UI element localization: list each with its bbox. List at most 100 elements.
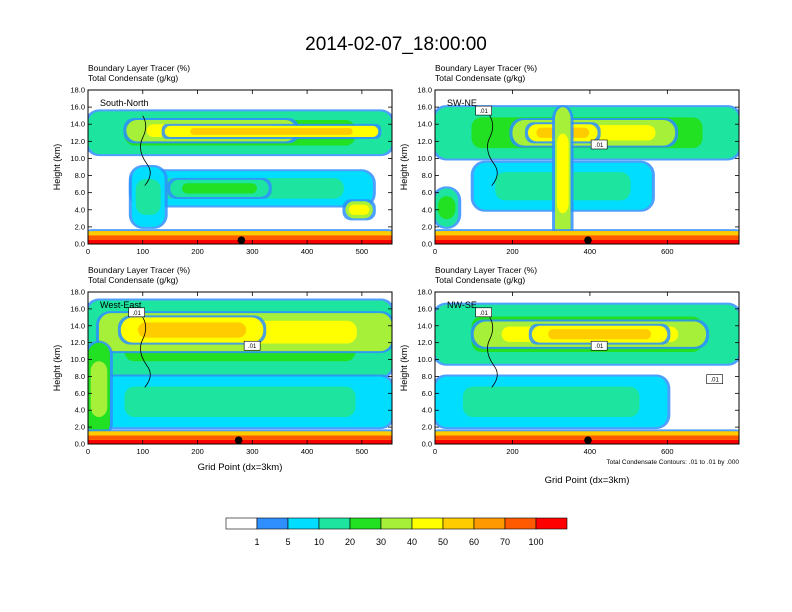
plot-frame xyxy=(434,89,740,245)
colorbar-swatch xyxy=(411,517,444,530)
colorbar-label: 20 xyxy=(345,537,355,547)
colorbar-swatch xyxy=(225,517,258,530)
y-tick-label: 0.0 xyxy=(75,440,85,449)
y-tick-label: 10.0 xyxy=(417,154,432,163)
x-axis-label: Grid Point (dx=3km) xyxy=(198,462,283,473)
y-tick-label: 0.0 xyxy=(422,440,432,449)
y-tick-label: 16.0 xyxy=(70,103,85,112)
location-marker xyxy=(584,436,592,445)
x-tick-label: 0 xyxy=(433,247,437,256)
plot-frame xyxy=(87,89,393,245)
colorbar-swatch xyxy=(504,517,537,530)
surface-band xyxy=(88,231,392,236)
shading-core xyxy=(181,183,257,194)
shading-core xyxy=(437,196,456,220)
colorbar-label: 30 xyxy=(376,537,386,547)
shading-core xyxy=(462,386,640,417)
panel-label: SW-NE xyxy=(447,98,477,108)
panel-label: South-North xyxy=(100,98,149,108)
panel-title-line2: Total Condensate (g/kg) xyxy=(435,73,525,83)
y-tick-label: 10.0 xyxy=(70,355,85,364)
colorbar-swatch xyxy=(473,517,506,530)
colorbar-swatch xyxy=(349,517,382,530)
contour-label: .01 xyxy=(595,143,604,149)
y-tick-label: 6.0 xyxy=(75,188,85,197)
y-tick-label: 10.0 xyxy=(417,355,432,364)
x-tick-label: 500 xyxy=(356,247,369,256)
contour-layer xyxy=(140,317,151,388)
y-tick-label: 4.0 xyxy=(422,205,432,214)
x-tick-label: 0 xyxy=(86,247,90,256)
contour-layer xyxy=(487,317,498,388)
panel-title-line1: Boundary Layer Tracer (%) xyxy=(88,265,190,275)
y-tick-label: 6.0 xyxy=(422,188,432,197)
y-tick-label: 16.0 xyxy=(417,103,432,112)
figure-title: 2014-02-07_18:00:00 xyxy=(305,34,487,55)
x-tick-label: 400 xyxy=(301,447,314,456)
contour-label-box xyxy=(590,139,608,150)
y-tick-label: 16.0 xyxy=(417,304,432,313)
colorbar-swatch xyxy=(442,517,475,530)
y-axis-label: Height (km) xyxy=(52,144,62,191)
x-tick-label: 200 xyxy=(191,247,204,256)
x-tick-label: 200 xyxy=(191,447,204,456)
y-tick-label: 14.0 xyxy=(70,120,85,129)
x-axis-label: Grid Point (dx=3km) xyxy=(545,475,630,486)
panel-title-line2: Total Condensate (g/kg) xyxy=(88,275,178,285)
contour-label: .01 xyxy=(711,378,720,384)
contour-label: .01 xyxy=(132,311,141,317)
colorbar-label: 50 xyxy=(438,537,448,547)
y-tick-label: 16.0 xyxy=(70,304,85,313)
colorbar-label: 5 xyxy=(285,537,290,547)
shading-core xyxy=(124,386,356,417)
y-tick-label: 2.0 xyxy=(75,222,85,231)
shading-layer xyxy=(435,105,739,244)
contour-line xyxy=(487,317,498,388)
x-tick-label: 400 xyxy=(584,447,597,456)
contour-label: .01 xyxy=(248,344,257,350)
y-tick-label: 2.0 xyxy=(75,423,85,432)
panel-title-line1: Boundary Layer Tracer (%) xyxy=(435,265,537,275)
contour-line xyxy=(140,317,151,388)
y-tick-label: 12.0 xyxy=(70,137,85,146)
x-tick-label: 0 xyxy=(433,447,437,456)
x-tick-label: 200 xyxy=(506,447,519,456)
y-tick-label: 0.0 xyxy=(422,240,432,249)
colorbar-label: 100 xyxy=(528,537,543,547)
panel-title-line2: Total Condensate (g/kg) xyxy=(88,73,178,83)
x-tick-label: 200 xyxy=(506,247,519,256)
colorbar-label: 10 xyxy=(314,537,324,547)
x-tick-label: 300 xyxy=(246,247,259,256)
colorbar-swatch xyxy=(256,517,289,530)
colorbar-swatch xyxy=(287,517,320,530)
contour-line xyxy=(140,115,151,186)
panel-label: West-East xyxy=(100,300,142,310)
contour-label-box xyxy=(706,374,723,384)
y-tick-label: 10.0 xyxy=(70,154,85,163)
y-tick-label: 4.0 xyxy=(75,205,85,214)
panel-title-line2: Total Condensate (g/kg) xyxy=(435,275,525,285)
contour-layer xyxy=(487,115,498,186)
shading-core xyxy=(137,322,247,338)
surface-band xyxy=(435,231,739,236)
surface-band xyxy=(88,431,392,436)
y-tick-label: 18.0 xyxy=(417,288,432,297)
y-tick-label: 12.0 xyxy=(417,338,432,347)
shading-core xyxy=(135,178,161,215)
y-tick-label: 0.0 xyxy=(75,240,85,249)
colorbar-label: 60 xyxy=(469,537,479,547)
y-tick-label: 8.0 xyxy=(75,372,85,381)
colorbar-swatch xyxy=(318,517,351,530)
shading-layer xyxy=(88,298,392,444)
y-tick-label: 14.0 xyxy=(417,321,432,330)
y-tick-label: 2.0 xyxy=(422,222,432,231)
y-tick-label: 18.0 xyxy=(70,288,85,297)
contour-label-box xyxy=(475,307,492,318)
location-marker xyxy=(237,236,246,244)
plot-frame xyxy=(434,291,740,445)
panel-3: .01 .01 0.0 2.0 4.0 6.0 8.0 10.0 12.0 14.0 16.0 18.… xyxy=(52,265,393,473)
y-tick-label: 14.0 xyxy=(417,120,432,129)
colorbar-swatch xyxy=(535,517,568,530)
contour-label-box xyxy=(128,307,145,318)
